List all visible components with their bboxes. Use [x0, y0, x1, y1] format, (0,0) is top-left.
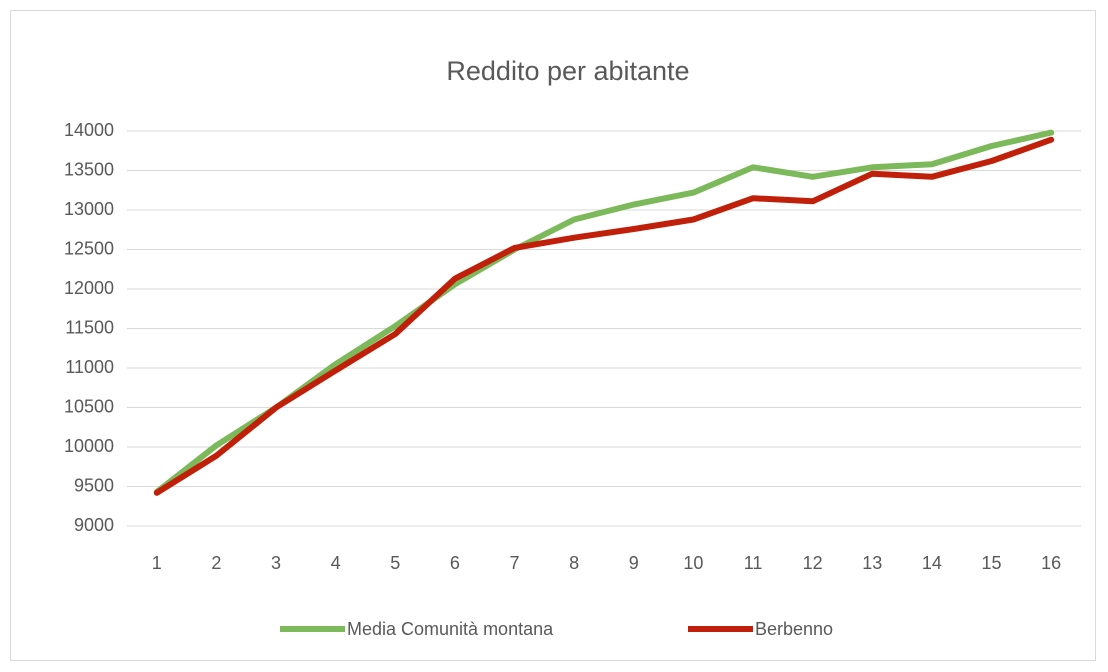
x-tick-label: 8	[569, 553, 579, 573]
y-tick-label: 9500	[74, 475, 114, 495]
x-tick-label: 11	[744, 553, 763, 573]
x-tick-label: 15	[982, 553, 1002, 573]
y-tick-label: 11500	[65, 317, 114, 337]
legend-label: Media Comunità montana	[347, 619, 554, 639]
y-tick-label: 12000	[64, 278, 114, 298]
x-tick-label: 13	[862, 553, 882, 573]
y-tick-label: 13000	[64, 199, 114, 219]
x-tick-label: 6	[450, 553, 460, 573]
y-tick-label: 14000	[64, 120, 114, 140]
legend-label: Berbenno	[755, 619, 833, 639]
chart-border	[10, 10, 1096, 661]
x-tick-label: 3	[271, 553, 281, 573]
y-tick-label: 10000	[64, 436, 114, 456]
chart-title: Reddito per abitante	[446, 56, 689, 86]
y-tick-label: 11000	[65, 357, 114, 377]
x-tick-label: 4	[331, 553, 341, 573]
x-tick-label: 9	[629, 553, 639, 573]
x-tick-label: 2	[211, 553, 221, 573]
x-tick-label: 12	[803, 553, 823, 573]
y-tick-label: 10500	[64, 396, 114, 416]
x-tick-label: 1	[152, 553, 162, 573]
y-tick-label: 9000	[74, 515, 114, 535]
y-tick-label: 12500	[64, 238, 114, 258]
x-tick-label: 5	[390, 553, 400, 573]
x-tick-label: 16	[1041, 553, 1061, 573]
series-line	[153, 136, 1055, 496]
x-tick-label: 7	[510, 553, 520, 573]
x-tick-label: 10	[683, 553, 703, 573]
y-tick-label: 13500	[64, 159, 114, 179]
x-tick-label: 14	[922, 553, 942, 573]
